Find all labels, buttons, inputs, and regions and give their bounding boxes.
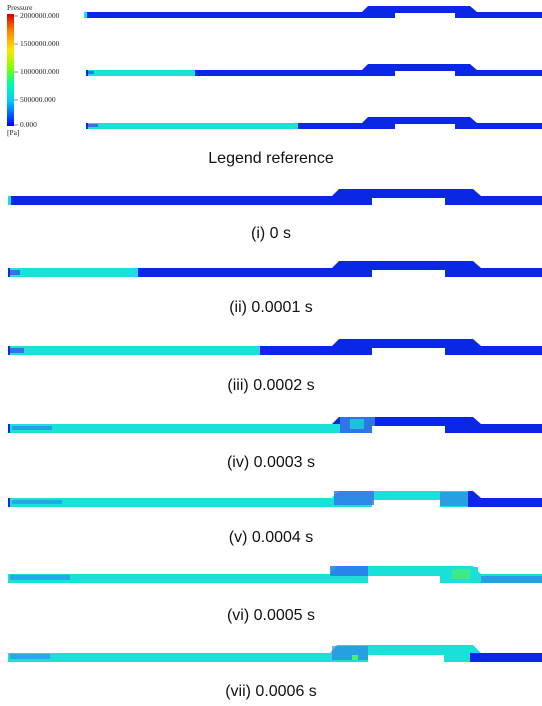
frame-i-channel (8, 189, 542, 205)
legend-tick-label: 500000.000 (20, 95, 56, 104)
frame-vi-channel (8, 566, 542, 583)
legend-reference-channel-1 (84, 6, 542, 18)
caption-frame-vii: (vii) 0.0006 s (225, 683, 317, 700)
legend-title: Pressure (7, 3, 33, 12)
caption-frame-vi: (vi) 0.0005 s (226, 607, 316, 624)
frame-ii-channel (8, 261, 542, 277)
caption-frame-ii: (ii) 0.0001 s (229, 299, 313, 316)
caption-frame-v: (v) 0.0004 s (228, 529, 314, 546)
legend-tick-label: 0.000 (20, 120, 37, 129)
frame-iv-channel (8, 417, 542, 433)
frame-iii-channel (8, 339, 542, 355)
legend-unit: [Pa] (7, 128, 20, 137)
caption-frame-iv: (iv) 0.0003 s (226, 454, 316, 471)
frame-vii-channel (8, 645, 542, 662)
legend-ticks (14, 15, 18, 126)
legend-tick-label: 1000000.000 (20, 67, 60, 76)
legend-tick-label: 1500000.000 (20, 39, 60, 48)
frame-v-channel (8, 491, 542, 507)
legend-reference-channel-3 (86, 117, 542, 129)
caption-legend-reference: Legend reference (208, 150, 334, 167)
legend-reference-channel-2 (86, 64, 542, 76)
legend-tick-label: 2000000.000 (20, 11, 60, 20)
caption-frame-iii: (iii) 0.0002 s (227, 377, 315, 394)
legend-color-bar (7, 14, 14, 126)
caption-frame-i: (i) 0 s (251, 225, 291, 242)
